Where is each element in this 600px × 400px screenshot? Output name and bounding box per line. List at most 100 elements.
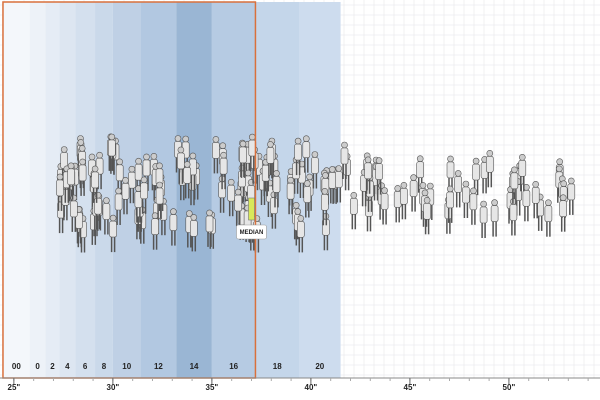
head xyxy=(480,200,487,208)
x-tick-label: 25" xyxy=(8,383,21,392)
body xyxy=(328,172,337,189)
body xyxy=(155,187,164,205)
body xyxy=(296,221,305,238)
head xyxy=(156,162,163,170)
head xyxy=(183,161,191,168)
person-figure xyxy=(212,136,220,174)
head xyxy=(67,162,75,170)
head xyxy=(77,139,85,146)
body xyxy=(567,183,576,201)
head xyxy=(559,194,567,201)
head xyxy=(78,145,86,152)
head xyxy=(70,194,78,202)
head xyxy=(416,155,424,162)
person-figure xyxy=(364,156,372,194)
body xyxy=(109,220,117,238)
x-tick-label: 50" xyxy=(503,383,516,392)
head xyxy=(170,208,177,215)
figures xyxy=(56,133,576,253)
body xyxy=(266,147,275,164)
head xyxy=(470,187,477,195)
head xyxy=(151,212,159,219)
body xyxy=(522,190,531,207)
person-figure xyxy=(446,185,455,223)
body xyxy=(102,203,111,220)
head xyxy=(419,182,427,189)
size-label: 10 xyxy=(122,362,131,371)
person-figure xyxy=(108,133,116,171)
body xyxy=(472,163,480,181)
head xyxy=(555,165,563,173)
size-label: 8 xyxy=(102,362,107,371)
x-tick-label: 30" xyxy=(107,383,120,392)
head xyxy=(219,142,227,149)
head xyxy=(103,197,110,204)
body xyxy=(423,203,431,220)
size-label: 18 xyxy=(273,362,282,371)
person-figure xyxy=(518,154,527,192)
body xyxy=(205,215,214,233)
body xyxy=(364,162,372,180)
person-figure xyxy=(409,174,418,212)
person-figure xyxy=(302,135,311,173)
head xyxy=(115,187,122,195)
body xyxy=(479,206,488,224)
head xyxy=(292,202,300,209)
body xyxy=(78,164,87,182)
person-figure xyxy=(227,178,235,217)
body xyxy=(177,152,185,170)
body xyxy=(446,161,455,179)
person-figure xyxy=(155,181,164,219)
body xyxy=(219,157,228,175)
size-band xyxy=(45,2,60,378)
body xyxy=(183,167,191,184)
person-figure xyxy=(239,140,247,178)
head xyxy=(116,158,123,166)
body xyxy=(303,186,312,203)
person-figure xyxy=(544,199,553,237)
head xyxy=(135,157,142,165)
body xyxy=(509,204,518,221)
head xyxy=(545,199,552,206)
head xyxy=(410,174,417,181)
person-figure xyxy=(485,150,494,188)
head xyxy=(303,180,311,187)
body xyxy=(286,182,295,200)
body xyxy=(375,163,383,180)
size-label: 2 xyxy=(50,362,55,371)
head xyxy=(220,151,227,159)
body xyxy=(469,193,478,211)
body xyxy=(190,220,198,237)
body xyxy=(400,188,408,205)
body xyxy=(349,198,358,215)
person-figure xyxy=(109,214,117,253)
person-figure xyxy=(303,180,312,218)
head xyxy=(227,178,235,186)
body xyxy=(94,197,102,215)
head xyxy=(302,135,310,142)
median-box xyxy=(236,224,267,240)
head xyxy=(239,140,247,148)
size-label: 12 xyxy=(154,362,163,371)
body xyxy=(91,171,99,189)
person-figure xyxy=(261,158,270,197)
head xyxy=(328,166,336,173)
person-figure xyxy=(531,181,540,219)
head xyxy=(189,152,197,160)
person-figure xyxy=(140,176,148,214)
head xyxy=(341,141,348,149)
body xyxy=(234,194,242,212)
person-figure xyxy=(423,197,431,235)
head xyxy=(335,165,343,172)
body xyxy=(140,182,148,200)
head xyxy=(297,215,305,222)
head xyxy=(486,150,494,157)
head xyxy=(447,155,454,163)
head xyxy=(128,165,136,173)
body xyxy=(518,160,527,177)
head xyxy=(234,188,242,196)
head xyxy=(381,187,388,194)
head xyxy=(511,166,518,174)
head xyxy=(311,151,319,158)
person-figure xyxy=(151,212,159,250)
